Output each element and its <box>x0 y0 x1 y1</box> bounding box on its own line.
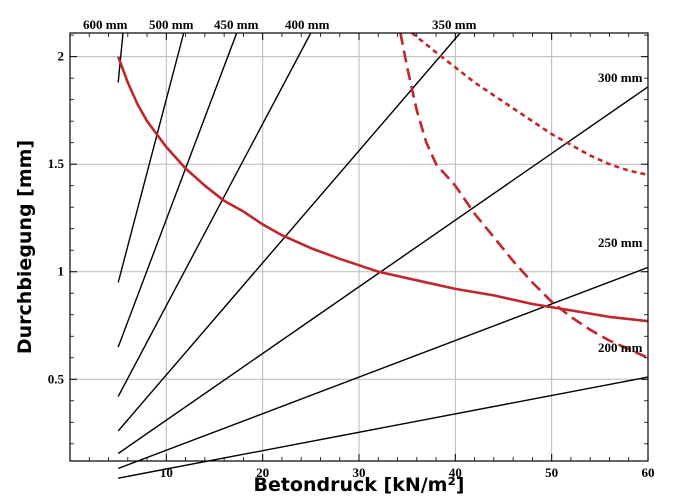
series-line-450-mm <box>117 32 238 348</box>
line-label-500-mm: 500 mm <box>149 17 194 32</box>
y-tick-label: 0.5 <box>48 371 65 386</box>
line-label-300-mm: 300 mm <box>598 70 643 85</box>
series-line-250-mm <box>117 266 649 470</box>
line-label-400-mm: 400 mm <box>285 17 330 32</box>
y-tick-label: 1 <box>58 264 65 279</box>
series-line-600-mm <box>117 32 124 83</box>
x-tick-label: 20 <box>256 465 269 480</box>
line-label-layer: 200 mm 250 mm 300 mm 350 mm 400 mm 450 mm 500 … <box>83 17 643 355</box>
x-tick-label: 50 <box>545 465 558 480</box>
grid-layer <box>70 33 649 461</box>
x-tick-label: 40 <box>449 465 462 480</box>
series-line-500-mm <box>117 32 185 283</box>
y-tick-label: 1.5 <box>48 156 65 171</box>
x-tick-label: 60 <box>642 465 655 480</box>
series-line-300-mm <box>117 86 649 455</box>
x-axis-title: Betondruck [kN/m²] <box>253 474 464 496</box>
x-tick-label: 10 <box>160 465 173 480</box>
x-tick-label: 30 <box>353 465 366 480</box>
series-line-400-mm <box>117 32 312 397</box>
series-line-dashed-red-curve <box>399 32 649 359</box>
y-axis-title: Durchbiegung [mm] <box>14 140 36 354</box>
line-label-250-mm: 250 mm <box>598 235 643 250</box>
series-line-200-mm <box>118 376 649 479</box>
line-label-200-mm: 200 mm <box>598 340 643 355</box>
series-layer <box>116 31 649 479</box>
line-label-350-mm: 350 mm <box>432 17 477 32</box>
tick-layer: 10 20 30 40 50 60 0.5 1 1.5 2 <box>48 33 655 480</box>
line-label-450-mm: 450 mm <box>214 17 259 32</box>
line-label-600-mm: 600 mm <box>83 17 128 32</box>
series-line-350-mm <box>117 32 461 432</box>
series-line-dotted-red-curve <box>411 31 649 177</box>
y-tick-label: 2 <box>58 49 65 64</box>
series-line-solid-red-curve <box>116 56 649 323</box>
